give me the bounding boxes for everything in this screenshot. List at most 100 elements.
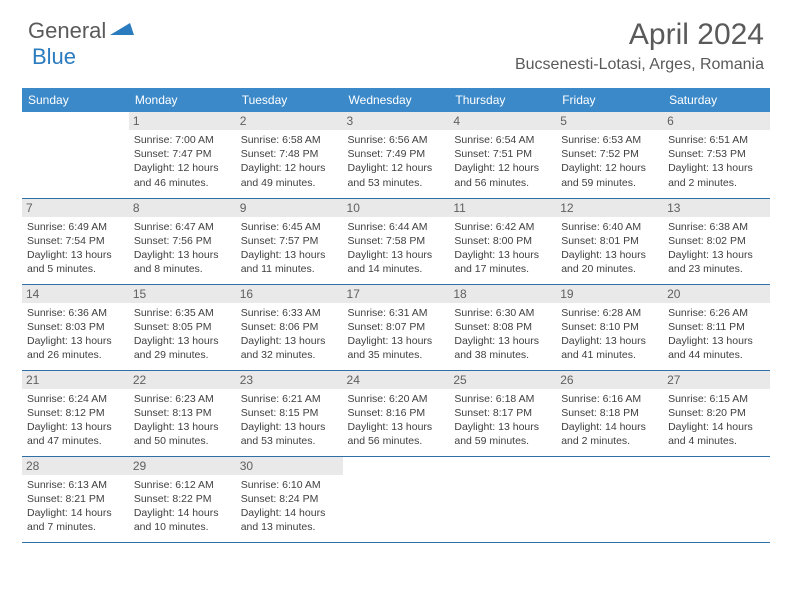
daylight-line: Daylight: 14 hours and 13 minutes.	[241, 506, 338, 534]
sunset-line: Sunset: 8:17 PM	[454, 406, 551, 420]
calendar-cell: 22Sunrise: 6:23 AMSunset: 8:13 PMDayligh…	[129, 370, 236, 456]
weekday-row: SundayMondayTuesdayWednesdayThursdayFrid…	[22, 88, 770, 112]
daylight-line: Daylight: 12 hours and 56 minutes.	[454, 161, 551, 189]
calendar-week-row: 7Sunrise: 6:49 AMSunset: 7:54 PMDaylight…	[22, 198, 770, 284]
day-number: 24	[343, 371, 450, 389]
weekday-header: Monday	[129, 88, 236, 112]
day-number: 20	[663, 285, 770, 303]
calendar-cell: 21Sunrise: 6:24 AMSunset: 8:12 PMDayligh…	[22, 370, 129, 456]
day-number: 23	[236, 371, 343, 389]
sunrise-line: Sunrise: 6:54 AM	[454, 133, 551, 147]
calendar-cell: 26Sunrise: 6:16 AMSunset: 8:18 PMDayligh…	[556, 370, 663, 456]
calendar-week-row: 28Sunrise: 6:13 AMSunset: 8:21 PMDayligh…	[22, 456, 770, 542]
day-number: 27	[663, 371, 770, 389]
sunrise-line: Sunrise: 6:44 AM	[348, 220, 445, 234]
daylight-line: Daylight: 13 hours and 41 minutes.	[561, 334, 658, 362]
calendar-table: SundayMondayTuesdayWednesdayThursdayFrid…	[22, 88, 770, 543]
sunset-line: Sunset: 8:03 PM	[27, 320, 124, 334]
day-number: 21	[22, 371, 129, 389]
calendar-cell: 4 Sunrise: 6:54 AMSunset: 7:51 PMDaylight…	[449, 112, 556, 198]
day-number: 2	[236, 112, 343, 130]
daylight-line: Daylight: 13 hours and 59 minutes.	[454, 420, 551, 448]
daylight-line: Daylight: 13 hours and 50 minutes.	[134, 420, 231, 448]
day-number: 17	[343, 285, 450, 303]
sunrise-line: Sunrise: 6:56 AM	[348, 133, 445, 147]
calendar-cell: 12Sunrise: 6:40 AMSunset: 8:01 PMDayligh…	[556, 198, 663, 284]
calendar-cell: 16Sunrise: 6:33 AMSunset: 8:06 PMDayligh…	[236, 284, 343, 370]
day-number: 14	[22, 285, 129, 303]
calendar-cell: 23Sunrise: 6:21 AMSunset: 8:15 PMDayligh…	[236, 370, 343, 456]
sunrise-line: Sunrise: 6:15 AM	[668, 392, 765, 406]
daylight-line: Daylight: 14 hours and 4 minutes.	[668, 420, 765, 448]
calendar-cell: 30Sunrise: 6:10 AMSunset: 8:24 PMDayligh…	[236, 456, 343, 542]
sunset-line: Sunset: 7:57 PM	[241, 234, 338, 248]
sunset-line: Sunset: 8:24 PM	[241, 492, 338, 506]
calendar-head: SundayMondayTuesdayWednesdayThursdayFrid…	[22, 88, 770, 112]
calendar-cell: 29Sunrise: 6:12 AMSunset: 8:22 PMDayligh…	[129, 456, 236, 542]
day-number: 1	[129, 112, 236, 130]
sunrise-line: Sunrise: 6:30 AM	[454, 306, 551, 320]
day-number: 26	[556, 371, 663, 389]
weekday-header: Sunday	[22, 88, 129, 112]
sunset-line: Sunset: 8:06 PM	[241, 320, 338, 334]
day-number: 25	[449, 371, 556, 389]
daylight-line: Daylight: 13 hours and 20 minutes.	[561, 248, 658, 276]
sunrise-line: Sunrise: 6:53 AM	[561, 133, 658, 147]
daylight-line: Daylight: 13 hours and 44 minutes.	[668, 334, 765, 362]
daylight-line: Daylight: 13 hours and 47 minutes.	[27, 420, 124, 448]
daylight-line: Daylight: 12 hours and 53 minutes.	[348, 161, 445, 189]
sunrise-line: Sunrise: 6:28 AM	[561, 306, 658, 320]
daylight-line: Daylight: 13 hours and 5 minutes.	[27, 248, 124, 276]
calendar-cell: 6Sunrise: 6:51 AMSunset: 7:53 PMDaylight…	[663, 112, 770, 198]
sunrise-line: Sunrise: 6:21 AM	[241, 392, 338, 406]
day-number: 30	[236, 457, 343, 475]
month-title: April 2024	[515, 18, 764, 52]
sunset-line: Sunset: 8:13 PM	[134, 406, 231, 420]
sunset-line: Sunset: 8:12 PM	[27, 406, 124, 420]
daylight-line: Daylight: 13 hours and 35 minutes.	[348, 334, 445, 362]
sunset-line: Sunset: 7:51 PM	[454, 147, 551, 161]
daylight-line: Daylight: 12 hours and 59 minutes.	[561, 161, 658, 189]
calendar-week-row: 21Sunrise: 6:24 AMSunset: 8:12 PMDayligh…	[22, 370, 770, 456]
sunrise-line: Sunrise: 6:20 AM	[348, 392, 445, 406]
sunrise-line: Sunrise: 6:18 AM	[454, 392, 551, 406]
day-number: 6	[663, 112, 770, 130]
sunrise-line: Sunrise: 6:42 AM	[454, 220, 551, 234]
daylight-line: Daylight: 13 hours and 11 minutes.	[241, 248, 338, 276]
brand-name-2: Blue	[32, 44, 76, 69]
calendar-week-row: 1Sunrise: 7:00 AMSunset: 7:47 PMDaylight…	[22, 112, 770, 198]
sunrise-line: Sunrise: 7:00 AM	[134, 133, 231, 147]
sunrise-line: Sunrise: 6:16 AM	[561, 392, 658, 406]
calendar-cell: 9Sunrise: 6:45 AMSunset: 7:57 PMDaylight…	[236, 198, 343, 284]
sunrise-line: Sunrise: 6:23 AM	[134, 392, 231, 406]
day-number: 8	[129, 199, 236, 217]
sunset-line: Sunset: 8:07 PM	[348, 320, 445, 334]
daylight-line: Daylight: 13 hours and 23 minutes.	[668, 248, 765, 276]
daylight-line: Daylight: 13 hours and 56 minutes.	[348, 420, 445, 448]
sunrise-line: Sunrise: 6:47 AM	[134, 220, 231, 234]
calendar-cell	[663, 456, 770, 542]
brand-name-2-wrap: Blue	[32, 44, 76, 70]
sunrise-line: Sunrise: 6:35 AM	[134, 306, 231, 320]
sunset-line: Sunset: 8:05 PM	[134, 320, 231, 334]
calendar-cell: 28Sunrise: 6:13 AMSunset: 8:21 PMDayligh…	[22, 456, 129, 542]
day-number: 7	[22, 199, 129, 217]
weekday-header: Friday	[556, 88, 663, 112]
calendar-cell: 11Sunrise: 6:42 AMSunset: 8:00 PMDayligh…	[449, 198, 556, 284]
day-number: 9	[236, 199, 343, 217]
calendar-cell	[449, 456, 556, 542]
calendar-cell: 20Sunrise: 6:26 AMSunset: 8:11 PMDayligh…	[663, 284, 770, 370]
daylight-line: Daylight: 13 hours and 38 minutes.	[454, 334, 551, 362]
day-number: 4	[449, 112, 556, 130]
sunset-line: Sunset: 7:56 PM	[134, 234, 231, 248]
day-number: 3	[343, 112, 450, 130]
sunset-line: Sunset: 8:15 PM	[241, 406, 338, 420]
calendar-cell: 13Sunrise: 6:38 AMSunset: 8:02 PMDayligh…	[663, 198, 770, 284]
calendar-cell: 19Sunrise: 6:28 AMSunset: 8:10 PMDayligh…	[556, 284, 663, 370]
day-number: 10	[343, 199, 450, 217]
day-number: 29	[129, 457, 236, 475]
sunset-line: Sunset: 8:01 PM	[561, 234, 658, 248]
daylight-line: Daylight: 12 hours and 49 minutes.	[241, 161, 338, 189]
sunrise-line: Sunrise: 6:51 AM	[668, 133, 765, 147]
sunrise-line: Sunrise: 6:40 AM	[561, 220, 658, 234]
